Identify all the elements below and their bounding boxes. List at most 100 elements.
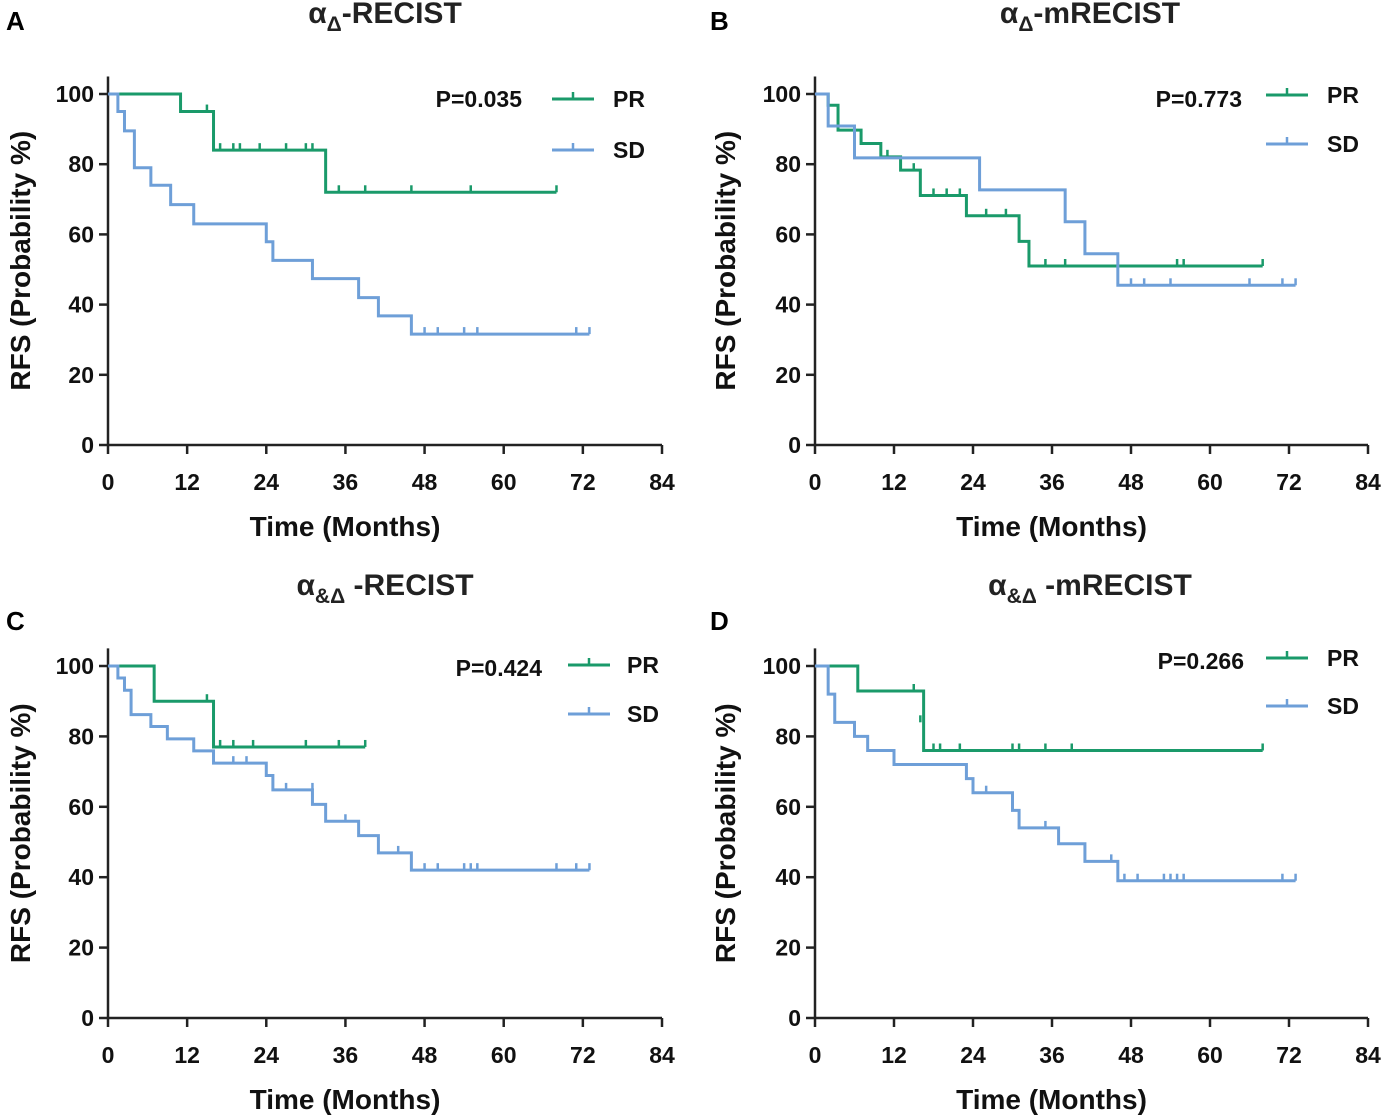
legend-entry-pr: PR <box>1266 645 1359 671</box>
x-tick-label: 60 <box>1197 1042 1223 1068</box>
x-tick-label: 60 <box>1197 469 1223 495</box>
legend-entry-sd: SD <box>1266 131 1359 157</box>
x-tick-label: 12 <box>881 1042 907 1068</box>
km-curve-pr <box>108 664 366 749</box>
y-axis-title: RFS (Probability %) <box>5 703 36 963</box>
y-tick-label: 80 <box>775 723 801 749</box>
p-value: P=0.035 <box>436 86 523 112</box>
y-tick-label: 100 <box>763 81 801 107</box>
km-curve-pr <box>108 92 557 194</box>
title-symbol: α <box>988 569 1007 602</box>
x-tick-label: 48 <box>1118 1042 1144 1068</box>
x-tick-label: 60 <box>491 1042 517 1068</box>
x-axis-title: Time (Months) <box>956 1084 1147 1115</box>
y-tick-label: 80 <box>68 723 94 749</box>
y-tick-label: 100 <box>56 653 94 679</box>
y-tick-label: 20 <box>775 935 801 961</box>
legend-label: SD <box>613 137 645 163</box>
km-curve-sd <box>108 92 590 336</box>
legend-entry-sd: SD <box>1266 693 1359 719</box>
legend-entry-sd: SD <box>568 701 659 727</box>
title-symbol: α <box>296 569 315 602</box>
p-value: P=0.266 <box>1158 648 1244 674</box>
x-tick-label: 36 <box>333 469 359 495</box>
y-axis-title: RFS (Probability %) <box>710 131 741 391</box>
x-tick-label: 12 <box>174 469 200 495</box>
title-text: -mRECIST <box>1033 0 1180 30</box>
legend-label: SD <box>1327 131 1359 157</box>
x-tick-label: 84 <box>1355 469 1381 495</box>
legend-label: PR <box>613 86 645 112</box>
panel-title: α&Δ -RECIST <box>296 569 473 608</box>
title-subscript: Δ <box>1018 13 1033 36</box>
legend-entry-sd: SD <box>552 137 645 163</box>
y-tick-label: 60 <box>68 221 94 247</box>
legend-label: SD <box>627 701 659 727</box>
x-tick-label: 72 <box>570 1042 596 1068</box>
panel-title: αΔ-mRECIST <box>1000 0 1180 36</box>
x-axis-title: Time (Months) <box>250 1084 441 1115</box>
series-sd <box>815 92 1297 287</box>
series-pr <box>815 92 1264 268</box>
panel-letter: C <box>6 606 25 636</box>
p-value: P=0.773 <box>1156 86 1242 112</box>
series-pr <box>108 664 367 749</box>
y-tick-label: 60 <box>775 221 801 247</box>
y-tick-label: 40 <box>68 292 94 318</box>
series-pr <box>108 92 558 194</box>
legend-label: PR <box>1327 82 1359 108</box>
x-tick-label: 12 <box>881 469 907 495</box>
y-axis-title: RFS (Probability %) <box>5 131 36 391</box>
x-tick-label: 84 <box>649 469 675 495</box>
km-curve-sd <box>815 664 1296 883</box>
panel-letter: D <box>710 606 729 636</box>
y-tick-label: 100 <box>56 81 94 107</box>
x-tick-label: 48 <box>412 469 438 495</box>
panel-letter: A <box>6 6 25 36</box>
x-tick-label: 36 <box>1039 469 1065 495</box>
title-symbol: α <box>1000 0 1019 30</box>
series-sd <box>815 664 1297 883</box>
panel-c: Cα&Δ -RECIST 0 20 40 60 80 100 0 12 24 36 48 60 72 84 T… <box>5 569 675 1115</box>
km-curve-sd <box>815 92 1296 287</box>
series-pr <box>815 664 1264 752</box>
x-tick-label: 36 <box>1039 1042 1065 1068</box>
title-text: -RECIST <box>345 569 473 602</box>
x-tick-label: 0 <box>102 469 115 495</box>
x-tick-label: 60 <box>491 469 517 495</box>
x-tick-label: 48 <box>412 1042 438 1068</box>
y-tick-label: 20 <box>68 935 94 961</box>
x-tick-label: 72 <box>1276 1042 1302 1068</box>
y-tick-label: 20 <box>68 362 94 388</box>
title-subscript: Δ <box>327 13 342 36</box>
x-tick-label: 0 <box>102 1042 115 1068</box>
x-tick-label: 24 <box>960 1042 986 1068</box>
km-curve-pr <box>815 664 1263 752</box>
x-tick-label: 24 <box>253 1042 279 1068</box>
y-tick-label: 60 <box>775 794 801 820</box>
title-text: -mRECIST <box>1037 569 1192 602</box>
panel-d: Dα&Δ -mRECIST 0 20 40 60 80 100 0 12 24 36 48 60 72 84… <box>710 569 1381 1115</box>
y-tick-label: 80 <box>68 151 94 177</box>
legend-label: PR <box>1327 645 1359 671</box>
x-tick-label: 72 <box>1276 469 1302 495</box>
title-subscript: &Δ <box>1007 585 1037 608</box>
y-tick-label: 40 <box>775 864 801 890</box>
panel-letter: B <box>710 6 729 36</box>
x-tick-label: 84 <box>649 1042 675 1068</box>
y-tick-label: 0 <box>81 1005 94 1031</box>
y-tick-label: 100 <box>763 653 801 679</box>
title-symbol: α <box>308 0 327 30</box>
y-tick-label: 0 <box>788 1005 801 1031</box>
y-tick-label: 40 <box>68 864 94 890</box>
legend-entry-pr: PR <box>552 86 645 112</box>
x-tick-label: 24 <box>253 469 279 495</box>
legend-entry-pr: PR <box>568 652 659 678</box>
panel-title: αΔ-RECIST <box>308 0 462 36</box>
y-tick-label: 0 <box>788 432 801 458</box>
panel-title: α&Δ -mRECIST <box>988 569 1192 608</box>
km-curve-pr <box>815 92 1263 268</box>
